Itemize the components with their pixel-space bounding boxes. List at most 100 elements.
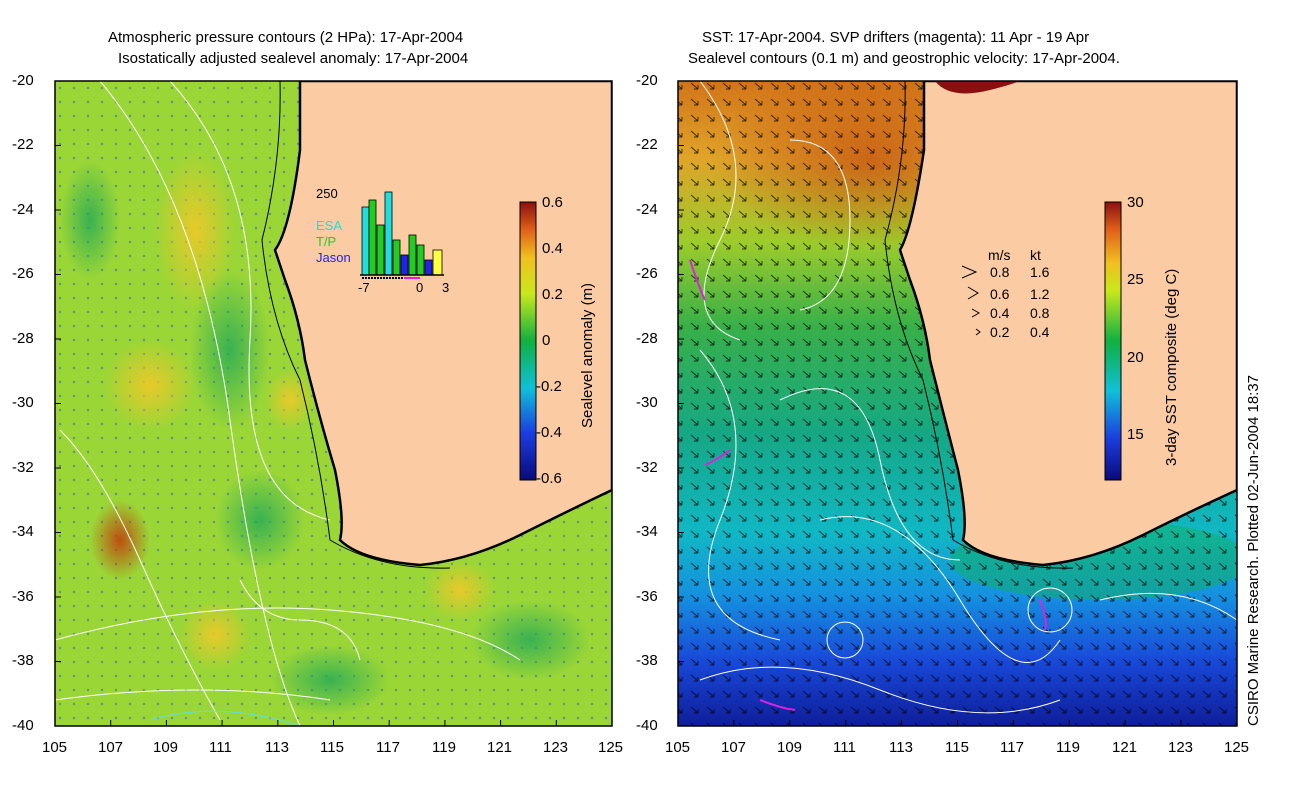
inset-xtick: 0 [416, 280, 424, 295]
inset-bar [416, 244, 425, 276]
lon-tick-label: 105 [665, 739, 691, 756]
velocity-key-ms: 0.6 [990, 286, 1010, 302]
lat-tick-label: -24 [12, 201, 34, 218]
sst-colorbar-tick: 20 [1127, 349, 1144, 366]
inset-bar [376, 224, 385, 276]
lon-tick-label: 123 [543, 739, 569, 756]
left-blob-high [180, 600, 250, 670]
lat-tick-label: -40 [12, 717, 34, 734]
sla-colorbar-tick: -0.2 [536, 378, 562, 395]
left-blob-high [90, 500, 150, 580]
sst-colorbar-tick: 30 [1127, 194, 1144, 211]
inset-bar [368, 199, 377, 276]
left-pressure-contour [239, 579, 361, 661]
left-blob-high [155, 150, 235, 310]
velocity-key-arrow [971, 308, 981, 318]
sla-colorbar-tick: 0.2 [542, 286, 563, 303]
left-blob-high [425, 560, 495, 620]
left-blob-low [470, 600, 590, 680]
lat-tick-label: -26 [636, 265, 658, 282]
left-shelf-isobath [261, 81, 451, 569]
inset-bar [361, 206, 370, 276]
velocity-key-header-ms: m/s [988, 247, 1011, 263]
left-blob-low [190, 270, 270, 430]
lon-tick-label: 125 [1224, 739, 1250, 756]
velocity-key-ms: 0.4 [990, 305, 1010, 321]
lat-tick-label: -28 [12, 330, 34, 347]
right-sealevel-contour [826, 621, 864, 659]
lon-tick-label: 123 [1168, 739, 1194, 756]
inset-bar [432, 249, 443, 276]
right-sealevel-contour [819, 516, 1061, 663]
inset-legend-jason: Jason [316, 250, 351, 265]
left-pressure-contour [149, 710, 301, 726]
lat-tick-label: -30 [12, 394, 34, 411]
inset-bar [392, 239, 401, 276]
left-pressure-contour [59, 429, 221, 721]
lat-tick-label: -34 [636, 523, 658, 540]
lat-tick-label: -22 [636, 136, 658, 153]
lon-tick-label: 115 [320, 739, 344, 756]
lat-tick-label: -32 [636, 459, 658, 476]
inset-bar [408, 234, 417, 276]
left-blob-low [215, 470, 305, 570]
right-drifter-track [1039, 599, 1047, 631]
left-blob-high [105, 340, 195, 430]
left-blob-high [265, 370, 315, 430]
lon-tick-label: 107 [98, 739, 124, 756]
lat-tick-label: -38 [12, 652, 34, 669]
right-sealevel-contour [699, 666, 1061, 714]
inset-bar [424, 259, 433, 276]
left-title-line2: Isostatically adjusted sealevel anomaly:… [118, 50, 469, 67]
lat-tick-label: -36 [636, 588, 658, 605]
lat-tick-label: -36 [12, 588, 34, 605]
sla-colorbar-tick: 0.6 [542, 194, 563, 211]
right-australia-land [898, 81, 1237, 567]
sla-colorbar-tick: 0.4 [542, 240, 563, 257]
right-sealevel-contour [1027, 587, 1073, 633]
sla-colorbar-tick: 0 [542, 332, 551, 349]
right-drifter-track [704, 449, 731, 466]
altimeter-inset [360, 191, 444, 279]
right-sealevel-contour [789, 139, 851, 311]
lat-tick-label: -32 [12, 459, 34, 476]
lon-tick-label: 111 [833, 739, 856, 756]
sla-colorbar-tick: -0.4 [536, 424, 562, 441]
left-pressure-contour [99, 81, 301, 726]
inset-ymax-label: 250 [316, 186, 338, 201]
lon-tick-label: 113 [265, 739, 289, 756]
lat-tick-label: -38 [636, 652, 658, 669]
lon-tick-label: 119 [1056, 739, 1080, 756]
lat-tick-label: -24 [636, 201, 658, 218]
right-drifter-track [689, 259, 706, 301]
right-sealevel-contour [779, 388, 961, 561]
right-sealevel-contour [699, 81, 741, 341]
lon-tick-label: 117 [1000, 739, 1024, 756]
velocity-key-header-kt: kt [1030, 247, 1041, 263]
velocity-key-ms: 0.8 [990, 264, 1010, 280]
left-title-line1: Atmospheric pressure contours (2 HPa): 1… [108, 29, 464, 46]
lat-tick-label: -20 [12, 72, 34, 89]
left-pressure-contour [55, 689, 331, 701]
sst-colorbar-label: 3-day SST composite (deg C) [1163, 268, 1180, 466]
velocity-key-arrow [975, 328, 981, 336]
lon-tick-label: 105 [42, 739, 68, 756]
sst-colorbar-tick: 25 [1127, 271, 1144, 288]
left-blob-low [270, 645, 390, 715]
velocity-key-kt: 1.2 [1030, 286, 1050, 302]
right-shelf-isobath [884, 81, 1074, 569]
left-pressure-contour [55, 607, 521, 661]
lat-tick-label: -28 [636, 330, 658, 347]
velocity-key-arrows [961, 265, 981, 336]
left-pressure-contour [169, 81, 331, 521]
velocity-key-kt: 1.6 [1030, 264, 1050, 280]
lat-tick-label: -26 [12, 265, 34, 282]
sst-colorbar [1104, 201, 1122, 481]
left-blob-low [60, 160, 120, 280]
velocity-key-kt: 0.8 [1030, 305, 1050, 321]
inset-xtick: -7 [358, 280, 370, 295]
right-title-line1: SST: 17-Apr-2004. SVP drifters (magenta)… [702, 29, 1090, 46]
lon-tick-label: 119 [432, 739, 456, 756]
velocity-key-arrow [967, 286, 979, 300]
right-title-line2: Sealevel contours (0.1 m) and geostrophi… [688, 50, 1120, 67]
